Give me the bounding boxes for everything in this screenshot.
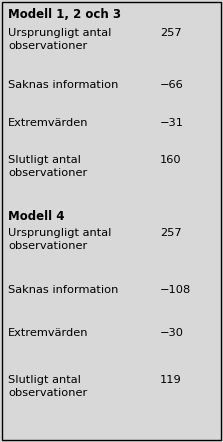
Text: Saknas information: Saknas information (8, 80, 118, 90)
Text: Slutligt antal
observationer: Slutligt antal observationer (8, 155, 87, 178)
Text: −31: −31 (160, 118, 184, 128)
Text: Saknas information: Saknas information (8, 285, 118, 295)
Text: 257: 257 (160, 28, 182, 38)
Text: Ursprungligt antal
observationer: Ursprungligt antal observationer (8, 28, 111, 51)
Text: 119: 119 (160, 375, 182, 385)
Text: Extremvärden: Extremvärden (8, 118, 89, 128)
Text: Ursprungligt antal
observationer: Ursprungligt antal observationer (8, 228, 111, 251)
Text: 257: 257 (160, 228, 182, 238)
Text: Slutligt antal
observationer: Slutligt antal observationer (8, 375, 87, 398)
Text: −30: −30 (160, 328, 184, 338)
Text: 160: 160 (160, 155, 182, 165)
Text: Modell 4: Modell 4 (8, 210, 64, 223)
Text: −108: −108 (160, 285, 191, 295)
Text: Modell 1, 2 och 3: Modell 1, 2 och 3 (8, 8, 121, 21)
Text: Extremvärden: Extremvärden (8, 328, 89, 338)
Text: −66: −66 (160, 80, 184, 90)
